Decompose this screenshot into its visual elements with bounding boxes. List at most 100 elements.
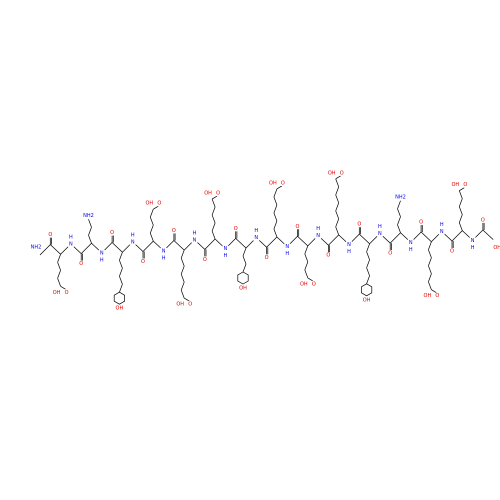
bond — [211, 195, 218, 200]
atom-label: NH2 — [395, 194, 406, 200]
atom-label: N — [69, 241, 73, 247]
label-bg — [338, 169, 345, 176]
label-bg — [269, 179, 276, 186]
bond — [366, 251, 370, 260]
atom-label: H — [224, 253, 228, 259]
label-bg — [67, 233, 74, 240]
atom-label: O — [326, 253, 330, 259]
atom-label: N — [378, 231, 382, 237]
label-bg — [85, 212, 92, 219]
label-bg — [109, 229, 116, 236]
bond — [273, 196, 278, 206]
atom-label: NH2 — [31, 245, 42, 251]
atom-label: OH — [269, 180, 277, 186]
bond — [119, 276, 123, 285]
atom-label: H — [347, 249, 351, 255]
atom-label: O — [340, 170, 344, 176]
bond — [80, 243, 92, 254]
atom-label: OH — [145, 201, 153, 207]
atom-label: H — [254, 228, 258, 234]
bond — [273, 212, 278, 222]
label-bg — [240, 285, 246, 291]
atom-label: O — [203, 257, 207, 263]
bond — [180, 273, 185, 283]
label-bg — [315, 232, 322, 239]
bond — [458, 198, 463, 207]
atom-label: O — [172, 228, 176, 234]
atom-label: H — [285, 251, 289, 257]
label-bg — [356, 221, 363, 228]
label-bg — [438, 221, 445, 228]
atom-label: O — [110, 230, 114, 236]
bond — [111, 242, 123, 253]
atom-label: O — [281, 180, 285, 186]
atom-label: H — [162, 255, 166, 261]
bond — [88, 219, 92, 228]
bond — [458, 214, 463, 223]
label-bg — [116, 305, 123, 312]
atom-label: H — [409, 247, 413, 253]
label-bg — [424, 292, 431, 299]
bond — [153, 205, 159, 210]
atom-label: OH — [176, 302, 184, 308]
bond — [242, 263, 247, 273]
label-bg — [418, 219, 425, 226]
bond — [397, 216, 401, 225]
label-bg — [47, 231, 54, 238]
bond — [335, 202, 340, 211]
bond — [297, 235, 309, 247]
label-bg — [438, 228, 445, 235]
atom-label: H — [131, 232, 135, 238]
atom-label: O — [312, 281, 316, 287]
bond — [420, 231, 432, 242]
atom-label: O — [188, 302, 192, 308]
bond — [458, 222, 463, 231]
bond — [431, 289, 437, 294]
atom-label: OH — [363, 297, 371, 303]
bond — [149, 209, 154, 218]
atom-label: N — [440, 229, 444, 235]
atom-label: OH — [239, 286, 247, 292]
label-bg — [140, 258, 146, 265]
bond — [335, 210, 340, 219]
bond — [428, 241, 432, 250]
bond — [482, 229, 494, 240]
label-bg — [205, 190, 212, 197]
atom-label: N — [131, 239, 135, 245]
atom-label: O — [435, 293, 439, 299]
atom-label: O — [450, 249, 454, 255]
bond — [242, 255, 247, 265]
atom-label: H — [316, 226, 320, 232]
atom-label: N — [162, 248, 166, 254]
bond — [235, 238, 247, 249]
bond — [458, 206, 463, 215]
atom-label: OH — [424, 293, 432, 299]
atom-label: OH — [116, 306, 124, 312]
atom-label: O — [481, 217, 485, 223]
atom-label: O — [48, 232, 52, 238]
bond — [39, 244, 51, 256]
label-bg — [346, 248, 352, 255]
bond — [397, 208, 401, 217]
label-bg — [191, 236, 198, 243]
bond — [428, 265, 432, 274]
label-bg — [222, 245, 229, 252]
bond — [451, 230, 463, 242]
atom-label: H — [471, 245, 475, 251]
label-bg — [170, 227, 177, 234]
bond — [88, 227, 92, 236]
atom-label: N — [285, 244, 289, 250]
atom-label: O — [419, 220, 423, 226]
bond — [180, 289, 185, 299]
label-bg — [407, 239, 414, 246]
bond — [273, 220, 278, 230]
bond — [397, 224, 401, 233]
label-bg — [479, 216, 486, 223]
atom-label: O — [265, 255, 269, 261]
atom-label: OH — [300, 281, 308, 287]
atom-label: N — [409, 240, 413, 246]
bond — [119, 260, 123, 269]
bond — [428, 273, 432, 282]
atom-label: N — [193, 237, 197, 243]
